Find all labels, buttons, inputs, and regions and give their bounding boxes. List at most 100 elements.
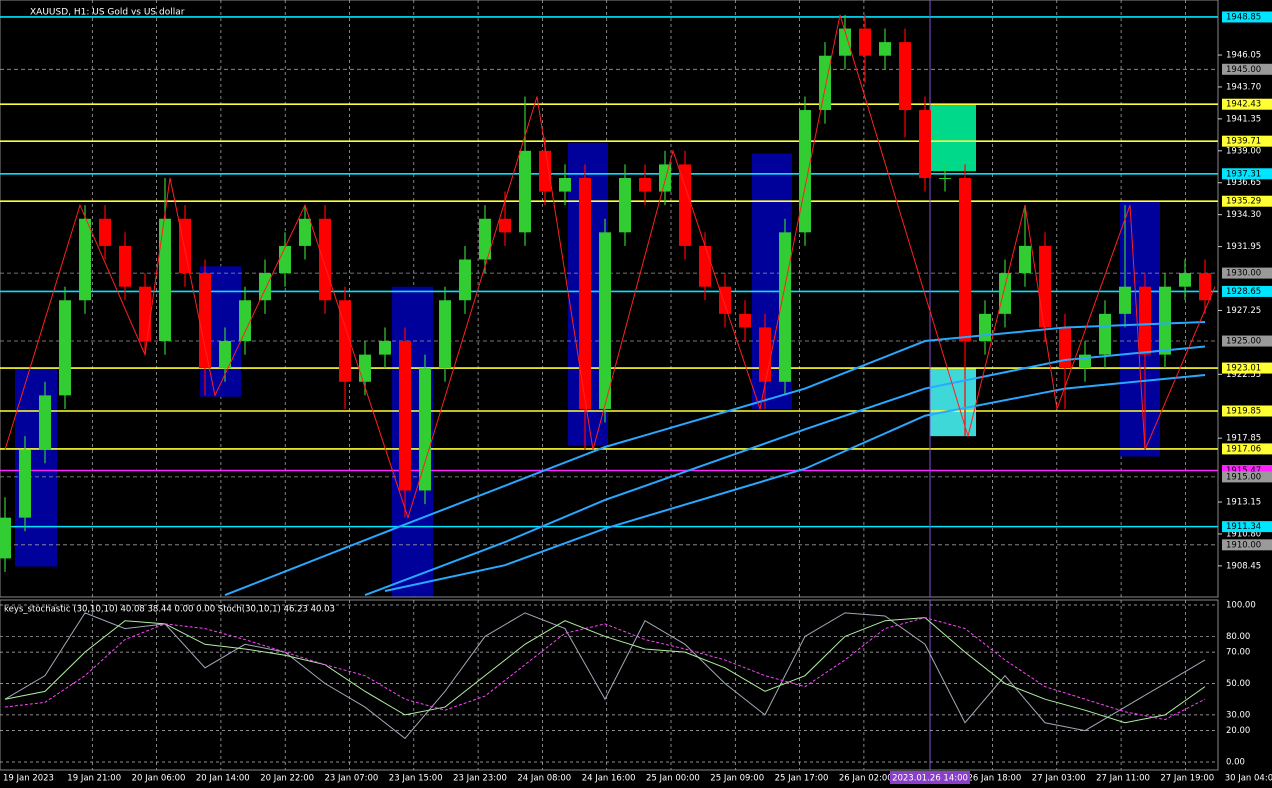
candle-body [839, 28, 851, 56]
x-tick-label: 23 Jan 15:00 [389, 774, 443, 784]
candle-body [259, 273, 271, 301]
y-tick-label: 1927.25 [1226, 306, 1261, 316]
price-tag [1222, 135, 1272, 147]
candle-body [619, 177, 631, 233]
moving-average [364, 345, 1206, 597]
stoch-frame [0, 599, 1219, 771]
candle-body [99, 218, 111, 246]
candle-body [199, 273, 211, 369]
price-tag-label: 1935.29 [1226, 197, 1261, 207]
x-tick-label: 27 Jan 19:00 [1160, 774, 1214, 784]
y-tick-label: 1941.35 [1226, 114, 1261, 124]
candle-body [899, 42, 911, 111]
main-panel [0, 0, 1218, 597]
x-tick-label: 26 Jan 02:00 [839, 774, 893, 784]
x-tick-label: 20 Jan 14:00 [196, 774, 250, 784]
candle-body [819, 55, 831, 111]
candle-body [1159, 286, 1171, 355]
candle-body [879, 42, 891, 56]
price-tag [1222, 98, 1272, 110]
price-tag-label: 1915.47 [1226, 466, 1261, 476]
candle-body [159, 218, 171, 342]
price-tag [1222, 11, 1272, 23]
candle-body [959, 177, 971, 342]
candle-body [939, 177, 951, 179]
candle-body [179, 218, 191, 274]
stoch-tick-label: 20.00 [1226, 726, 1250, 736]
stoch-tick-label: 80.00 [1226, 632, 1250, 642]
moving-average [224, 321, 1206, 597]
candle-body [1139, 286, 1151, 355]
price-tag-label: 1923.01 [1226, 364, 1261, 374]
x-tick-label: 23 Jan 07:00 [325, 774, 379, 784]
price-tag-label: 1925.00 [1226, 337, 1261, 347]
candle-body [299, 218, 311, 246]
y-tick-label: 1939.00 [1226, 146, 1261, 156]
candle-body [999, 273, 1011, 314]
x-tick-label: 24 Jan 16:00 [582, 774, 636, 784]
candle-body [699, 245, 711, 287]
candle-body [1019, 245, 1031, 274]
zone [930, 104, 976, 172]
x-tick-label: 19 Jan 21:00 [67, 774, 121, 784]
price-tag [1222, 168, 1272, 180]
candle-body [219, 341, 231, 369]
price-tag [1222, 405, 1272, 417]
x-tick-label: 27 Jan 03:00 [1032, 774, 1086, 784]
candle-body [399, 341, 411, 491]
y-tick-label: 1931.95 [1226, 242, 1261, 252]
x-tick-label: 24 Jan 08:00 [517, 774, 571, 784]
candle-body [1059, 327, 1071, 369]
price-tag-label: 1917.06 [1226, 444, 1261, 454]
candle-body [419, 368, 431, 491]
candle-body [59, 300, 71, 396]
stoch-tick-label: 70.00 [1226, 648, 1250, 658]
candle-body [759, 327, 771, 382]
x-tick-label: 26 Jan 18:00 [968, 774, 1022, 784]
price-tag-label: 1910.00 [1226, 540, 1261, 550]
price-tag-label: 1915.00 [1226, 472, 1261, 482]
price-tag-label: 1911.34 [1226, 522, 1261, 532]
candle-body [919, 110, 931, 178]
candle-body [379, 341, 391, 355]
candle-body [859, 28, 871, 56]
stoch-tick-label: 0.00 [1226, 757, 1245, 767]
candle-body [459, 259, 471, 301]
main-frame [0, 0, 1219, 598]
x-tick-label: 25 Jan 17:00 [775, 774, 829, 784]
y-tick-label: 1934.30 [1226, 210, 1261, 220]
candle-body [1179, 273, 1191, 287]
price-tag-label: 1919.85 [1226, 406, 1261, 416]
stoch-line [4, 617, 1206, 721]
candle-body [39, 395, 51, 450]
price-tag [1222, 267, 1272, 279]
chart-title: XAUUSD, H1: US Gold vs US dollar [30, 8, 185, 18]
price-tag-label: 1930.00 [1226, 269, 1261, 279]
candle-body [979, 313, 991, 342]
price-tag-label: 1928.65 [1226, 287, 1261, 297]
y-tick-label: 1922.55 [1226, 370, 1261, 380]
y-tick-label: 1943.70 [1226, 82, 1261, 92]
price-tag [1222, 465, 1272, 477]
price-tag-label: 1945.00 [1226, 65, 1261, 75]
candle-body [579, 177, 591, 409]
x-tick-label: 20 Jan 06:00 [132, 774, 186, 784]
x-tick-label: 19 Jan 2023 [3, 774, 54, 784]
candle-body [139, 286, 151, 342]
y-tick-label: 1946.05 [1226, 51, 1261, 61]
stoch-label: keys_stochastic (30,10,10) 40.08 38.44 0… [4, 605, 335, 615]
price-tag [1222, 195, 1272, 207]
x-tick-label: 30 Jan 04:00 [1225, 774, 1272, 784]
candle-body [559, 177, 571, 192]
x-tick-label: 20 Jan 22:00 [260, 774, 314, 784]
candle-body [439, 300, 451, 369]
moving-average [384, 373, 1206, 592]
candle-body [499, 218, 511, 233]
candle-body [519, 150, 531, 233]
price-tag-label: 1939.71 [1226, 137, 1261, 147]
price-tag [1222, 63, 1272, 75]
candle-body [239, 300, 251, 342]
candle-body [799, 110, 811, 233]
cursor-tag [890, 771, 970, 784]
